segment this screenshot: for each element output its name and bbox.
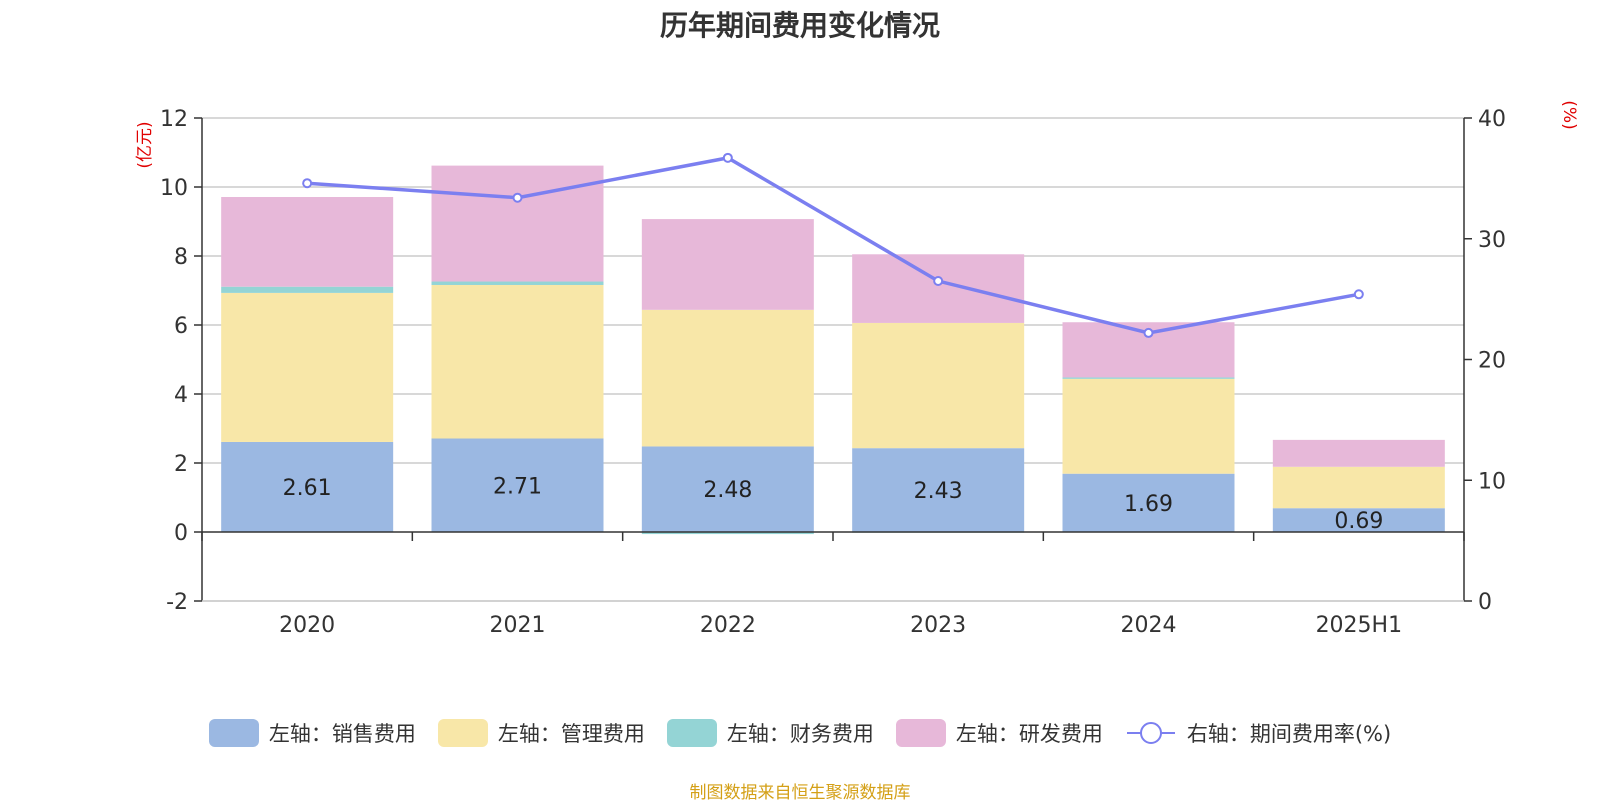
legend-swatch-finance [666,719,717,747]
y-right-unit-label: (%) [1559,100,1579,129]
bar-segment-0 [641,446,814,532]
legend-item-rnd[interactable]: 左轴：研发费用 [895,718,1103,748]
y-left-tick-label: 8 [174,245,188,270]
expense-ratio-point [512,192,523,203]
legend-swatch-admin [437,719,488,747]
x-tick-label: 2022 [700,613,756,638]
x-tick-label: 2023 [910,613,966,638]
x-tick-label: 2024 [1121,613,1177,638]
x-tick-label: 2021 [490,613,546,638]
y-right-tick-label: 30 [1478,228,1506,253]
bar-data-label: 1.69 [1124,492,1173,517]
legend-swatch-expense-ratio [1126,722,1175,744]
y-left-tick-label: 6 [174,314,188,339]
expense-ratio-line [307,156,1360,335]
legend-swatch-sales [208,719,259,747]
bar-segment-0 [221,441,394,532]
legend-label-admin: 左轴：管理费用 [497,722,645,746]
bar-data-label: 2.71 [493,474,542,499]
bar-segment-0 [1062,473,1235,532]
bar-segment-2 [431,281,604,285]
chart-title: 历年期间费用变化情况 [659,9,940,42]
bar-segment-1 [221,292,394,442]
expense-ratio-point [722,152,733,163]
y-right-tick-label: 20 [1478,349,1506,374]
bar-data-label: 2.43 [914,479,963,504]
bar-segment-3 [221,197,394,287]
y-left-tick-label: 10 [160,176,188,201]
bar-data-label: 0.69 [1334,509,1383,534]
bar-segment-1 [1062,378,1235,474]
expense-ratio-point [1353,289,1364,300]
bar-data-label: 2.61 [283,476,332,501]
expense-ratio-point [1143,327,1154,338]
y-right-tick-label: 40 [1478,107,1506,132]
legend-swatch-rnd [895,719,946,747]
expense-ratio-point [933,276,944,287]
legend-item-sales[interactable]: 左轴：销售费用 [208,718,416,748]
expense-ratio-point [302,178,313,189]
bar-segment-2 [221,286,394,293]
y-left-tick-label: 4 [174,383,188,408]
legend-label-expense-ratio: 右轴：期间费用率(%) [1186,722,1392,746]
legend-label-sales: 左轴：销售费用 [268,722,416,746]
bar-segment-3 [431,165,604,282]
bar-segment-2 [641,532,814,535]
legend-label-finance: 左轴：财务费用 [726,722,874,746]
y-right-tick-label: 0 [1478,590,1492,615]
source-note: 制图数据来自恒生聚源数据库 [689,783,911,803]
bar-segment-1 [1272,466,1445,509]
bar-segment-3 [1272,439,1445,467]
legend-item-admin[interactable]: 左轴：管理费用 [437,718,645,748]
y-left-tick-label: 12 [160,107,188,132]
bar-segment-3 [852,254,1025,323]
bar-segment-2 [1062,377,1235,379]
bar-segment-3 [641,219,814,310]
bar-data-label: 2.48 [703,478,752,503]
bar-segment-0 [431,438,604,532]
y-left-tick-label: -2 [166,590,188,615]
bar-segment-1 [431,284,604,439]
x-tick-label: 2025H1 [1316,613,1403,638]
bar-segment-1 [852,322,1025,449]
bar-segment-1 [641,309,814,447]
bar-segment-0 [1272,508,1445,532]
y-left-tick-label: 0 [174,521,188,546]
legend-item-expense-ratio[interactable]: 右轴：期间费用率(%) [1125,718,1391,748]
y-left-tick-label: 2 [174,452,188,477]
y-left-unit-label: (亿元) [135,121,155,168]
y-right-tick-label: 10 [1478,469,1506,494]
x-tick-label: 2020 [279,613,335,638]
chart-legend: 左轴：销售费用 左轴：管理费用 左轴：财务费用 左轴：研发费用 右轴：期间费用率… [0,718,1600,748]
legend-item-finance[interactable]: 左轴：财务费用 [666,718,874,748]
legend-label-rnd: 左轴：研发费用 [955,722,1103,746]
bar-segment-0 [852,448,1025,532]
